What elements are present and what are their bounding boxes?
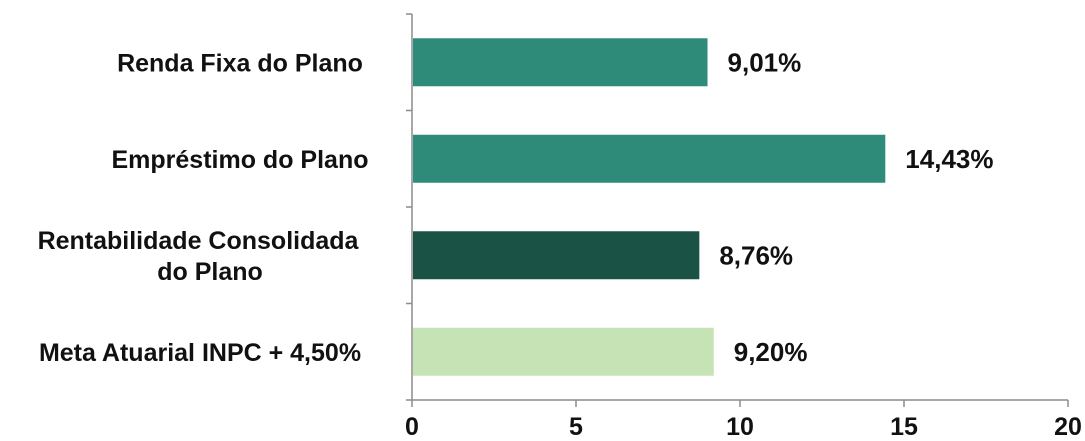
category-label-line: Renda Fixa do Plano [117, 49, 363, 77]
bar [413, 327, 714, 376]
category-label: Meta Atuarial INPC + 4,50% [39, 339, 361, 367]
category-label: Rentabilidade Consolidada do Plano [38, 227, 360, 286]
category-label: Empréstimo do Plano [112, 146, 369, 174]
bar [413, 134, 886, 183]
category-label-line: do Plano [157, 258, 263, 286]
x-tick-label: 10 [726, 413, 754, 441]
data-label: 8,76% [719, 240, 793, 270]
x-tick-label: 15 [890, 413, 918, 441]
category-label-line: Empréstimo do Plano [112, 146, 369, 174]
bar [413, 231, 700, 280]
data-label: 9,20% [734, 337, 808, 367]
x-tick-label: 0 [405, 413, 419, 441]
data-label: 9,01% [728, 47, 802, 77]
data-label: 14,43% [905, 144, 993, 174]
category-label: Renda Fixa do Plano [117, 49, 363, 77]
x-tick-label: 20 [1054, 413, 1082, 441]
category-label-line: Meta Atuarial INPC + 4,50% [39, 339, 361, 367]
category-label-line: Rentabilidade Consolidada [38, 227, 360, 255]
bar [413, 38, 708, 87]
x-tick-label: 5 [569, 413, 583, 441]
